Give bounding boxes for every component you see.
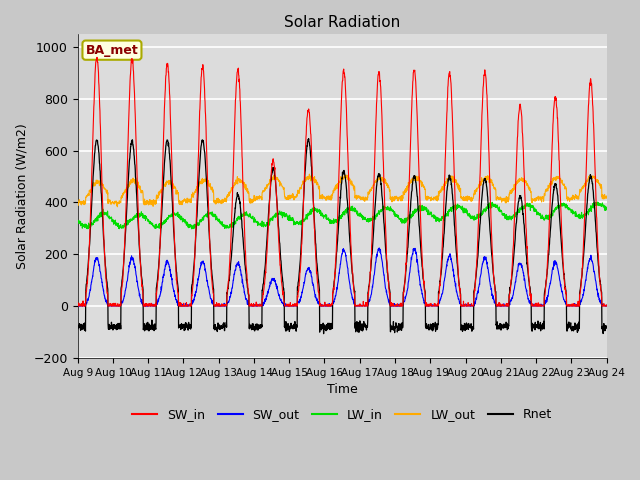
LW_in (594, 199, 602, 205)
LW_out (358, 195, 365, 201)
SW_out (496, 303, 504, 309)
Rnet (358, 325, 365, 331)
Y-axis label: Solar Radiation (W/m2): Solar Radiation (W/m2) (15, 123, 28, 269)
LW_out (74, 200, 81, 206)
SW_in (93, 54, 101, 60)
SW_in (556, 185, 564, 191)
LW_in (358, 214, 365, 220)
SW_in (571, 303, 579, 309)
LW_out (221, 197, 229, 203)
Line: Rnet: Rnet (77, 139, 607, 334)
LW_out (556, 176, 564, 182)
SW_out (603, 303, 611, 309)
LW_in (556, 204, 564, 209)
LW_in (496, 208, 504, 214)
SW_in (358, 303, 365, 309)
Rnet (556, 226, 564, 231)
Line: LW_in: LW_in (77, 202, 607, 229)
LW_in (74, 219, 81, 225)
SW_out (358, 303, 365, 309)
LW_out (113, 204, 121, 210)
Line: SW_in: SW_in (77, 57, 607, 306)
LW_in (571, 210, 579, 216)
SW_out (74, 303, 81, 309)
Text: BA_met: BA_met (86, 44, 138, 57)
SW_out (571, 302, 579, 308)
Rnet (305, 136, 312, 142)
Rnet (603, 325, 611, 331)
SW_in (369, 216, 377, 221)
SW_out (369, 281, 377, 287)
LW_in (188, 226, 195, 232)
Rnet (571, 320, 579, 326)
SW_out (376, 245, 383, 251)
Rnet (496, 321, 504, 326)
Line: SW_out: SW_out (77, 248, 607, 306)
X-axis label: Time: Time (327, 383, 358, 396)
LW_in (221, 225, 229, 230)
Rnet (369, 234, 377, 240)
LW_out (305, 171, 313, 177)
SW_in (496, 300, 504, 306)
LW_out (496, 197, 504, 203)
SW_out (74, 303, 82, 309)
SW_in (74, 303, 81, 309)
LW_in (603, 207, 611, 213)
LW_out (603, 195, 611, 201)
Rnet (221, 323, 229, 329)
SW_in (603, 303, 611, 309)
LW_out (571, 195, 579, 201)
Rnet (74, 326, 81, 332)
LW_out (369, 182, 377, 188)
Rnet (320, 331, 328, 336)
SW_out (556, 280, 564, 286)
SW_out (221, 303, 229, 309)
Legend: SW_in, SW_out, LW_in, LW_out, Rnet: SW_in, SW_out, LW_in, LW_out, Rnet (127, 403, 557, 426)
SW_in (221, 301, 229, 307)
Line: LW_out: LW_out (77, 174, 607, 207)
LW_in (369, 214, 377, 219)
Title: Solar Radiation: Solar Radiation (284, 15, 400, 30)
